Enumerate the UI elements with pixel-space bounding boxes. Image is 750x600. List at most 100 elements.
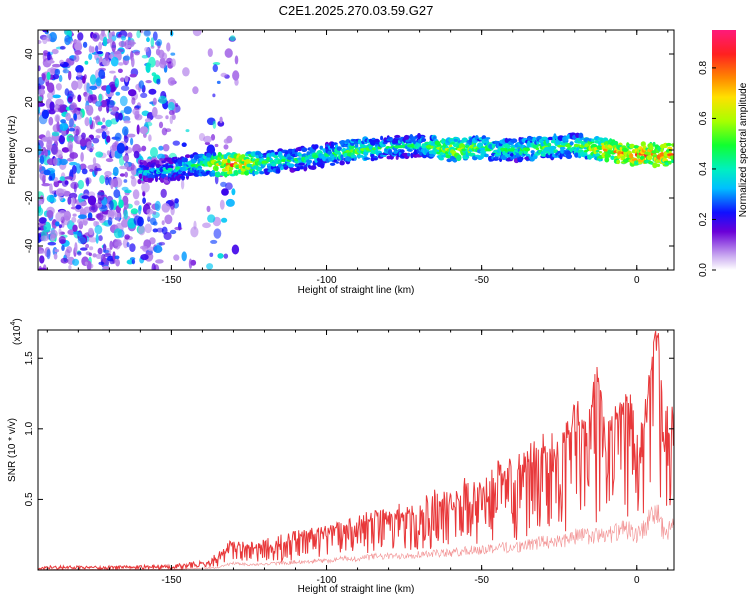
heatmap-noise-cell bbox=[105, 119, 112, 128]
figure-title: C2E1.2025.270.03.59.G27 bbox=[279, 3, 434, 18]
heatmap-noise-cell bbox=[87, 94, 94, 104]
heatmap-noise-cell bbox=[119, 95, 128, 107]
heatmap-noise-cell bbox=[86, 260, 92, 270]
heatmap-signal-cell bbox=[535, 147, 540, 151]
heatmap-noise-cell bbox=[221, 188, 229, 196]
heatmap-noise-cell bbox=[101, 131, 107, 140]
heatmap-noise-cell bbox=[38, 217, 47, 224]
heatmap-signal-cell bbox=[259, 171, 265, 175]
heatmap-noise-cell bbox=[143, 30, 151, 37]
heatmap-noise-cell bbox=[77, 236, 87, 244]
heatmap-noise-cell bbox=[80, 247, 88, 251]
heatmap-noise-cell bbox=[120, 77, 125, 82]
heatmap-noise-cell bbox=[84, 60, 89, 65]
heatmap-noise-cell bbox=[155, 259, 164, 264]
heatmap-signal-cell bbox=[613, 140, 619, 145]
heatmap-noise-cell bbox=[145, 121, 153, 127]
heatmap-signal-cell bbox=[314, 144, 319, 149]
heatmap-signal-cell bbox=[357, 154, 364, 158]
heatmap-noise-cell bbox=[58, 227, 62, 237]
heatmap-noise-cell bbox=[110, 56, 119, 67]
heatmap-noise-cell bbox=[145, 80, 152, 84]
heatmap-signal-cell bbox=[339, 160, 345, 166]
snr-multiplier-base: (x10 bbox=[12, 325, 23, 345]
colorbar-tick-label: 0.4 bbox=[698, 162, 709, 176]
heatmap-noise-cell bbox=[108, 31, 113, 39]
heatmap-noise-cell bbox=[97, 247, 103, 255]
heatmap-noise-cell bbox=[72, 213, 77, 217]
heatmap-noise-cell bbox=[60, 257, 69, 264]
spectrogram-x-label: Height of straight line (km) bbox=[298, 285, 415, 296]
heatmap-noise-cell bbox=[212, 120, 217, 129]
heatmap-signal-cell bbox=[583, 149, 588, 153]
heatmap-signal-cell bbox=[335, 161, 339, 164]
heatmap-noise-cell bbox=[123, 179, 128, 183]
heatmap-noise-cell bbox=[55, 221, 60, 227]
heatmap-signal-cell bbox=[296, 166, 301, 172]
heatmap-noise-cell bbox=[54, 68, 61, 76]
heatmap-noise-cell bbox=[42, 73, 46, 81]
heatmap-noise-cell bbox=[109, 54, 114, 59]
heatmap-signal-cell bbox=[659, 152, 665, 158]
heatmap-noise-cell bbox=[59, 158, 68, 166]
heatmap-noise-cell bbox=[92, 253, 97, 258]
colorbar-tick-label: 0.8 bbox=[698, 61, 709, 75]
y-tick-label: -40 bbox=[24, 238, 35, 253]
heatmap-signal-cell bbox=[363, 157, 371, 161]
heatmap-noise-cell bbox=[81, 132, 86, 140]
heatmap-noise-cell bbox=[111, 142, 119, 152]
heatmap-noise-cell bbox=[89, 168, 94, 172]
y-tick-label: 20 bbox=[24, 96, 35, 108]
heatmap-noise-cell bbox=[165, 115, 169, 120]
heatmap-noise-cell bbox=[109, 258, 115, 265]
heatmap-noise-cell bbox=[53, 253, 58, 260]
heatmap-noise-cell bbox=[166, 42, 171, 52]
heatmap-noise-cell bbox=[173, 254, 180, 261]
heatmap-noise-cell bbox=[133, 215, 142, 226]
heatmap-noise-cell bbox=[130, 175, 135, 179]
heatmap-noise-cell bbox=[127, 32, 133, 39]
y-tick-label: 1.0 bbox=[24, 421, 35, 435]
heatmap-noise-cell bbox=[98, 69, 106, 80]
heatmap-signal-cell bbox=[147, 177, 154, 182]
heatmap-noise-cell bbox=[94, 225, 103, 235]
heatmap-noise-cell bbox=[104, 170, 112, 177]
heatmap-noise-cell bbox=[158, 95, 168, 105]
x-tick-label: 0 bbox=[634, 575, 640, 586]
heatmap-signal-cell bbox=[591, 138, 595, 142]
heatmap-signal-cell bbox=[670, 159, 674, 164]
heatmap-noise-cell bbox=[57, 136, 65, 143]
heatmap-noise-cell bbox=[160, 188, 167, 198]
heatmap-noise-cell bbox=[80, 208, 86, 213]
heatmap-signal-cell bbox=[155, 160, 160, 165]
heatmap-signal-cell bbox=[298, 162, 305, 166]
heatmap-noise-cell bbox=[49, 66, 55, 75]
heatmap-noise-cell bbox=[151, 106, 158, 118]
heatmap-noise-cell bbox=[64, 180, 69, 185]
heatmap-noise-cell bbox=[107, 217, 113, 226]
heatmap-noise-cell bbox=[132, 108, 140, 116]
heatmap-noise-cell bbox=[49, 101, 55, 111]
heatmap-noise-cell bbox=[132, 143, 142, 154]
heatmap-signal-cell bbox=[196, 167, 202, 170]
heatmap-signal-cell bbox=[656, 163, 661, 167]
heatmap-noise-cell bbox=[160, 57, 165, 63]
heatmap-noise-cell bbox=[134, 51, 140, 56]
heatmap-noise-cell bbox=[155, 60, 160, 68]
heatmap-noise-cell bbox=[46, 194, 55, 203]
heatmap-signal-cell bbox=[305, 159, 313, 164]
heatmap-signal-cell bbox=[428, 153, 436, 158]
heatmap-signal-cell bbox=[340, 154, 344, 160]
heatmap-noise-cell bbox=[140, 245, 148, 250]
heatmap-signal-cell bbox=[407, 152, 411, 157]
heatmap-noise-cell bbox=[234, 55, 239, 65]
heatmap-signal-cell bbox=[262, 163, 267, 166]
heatmap-signal-cell bbox=[565, 153, 573, 159]
heatmap-signal-cell bbox=[354, 144, 359, 148]
heatmap-noise-cell bbox=[180, 179, 185, 190]
spectrogram-x-ticks: -150 -100 -50 0 bbox=[46, 30, 669, 286]
heatmap-noise-cell bbox=[43, 169, 51, 176]
heatmap-noise-cell bbox=[181, 142, 187, 147]
heatmap-noise-cell bbox=[72, 258, 80, 266]
heatmap-signal-cell bbox=[562, 137, 567, 142]
